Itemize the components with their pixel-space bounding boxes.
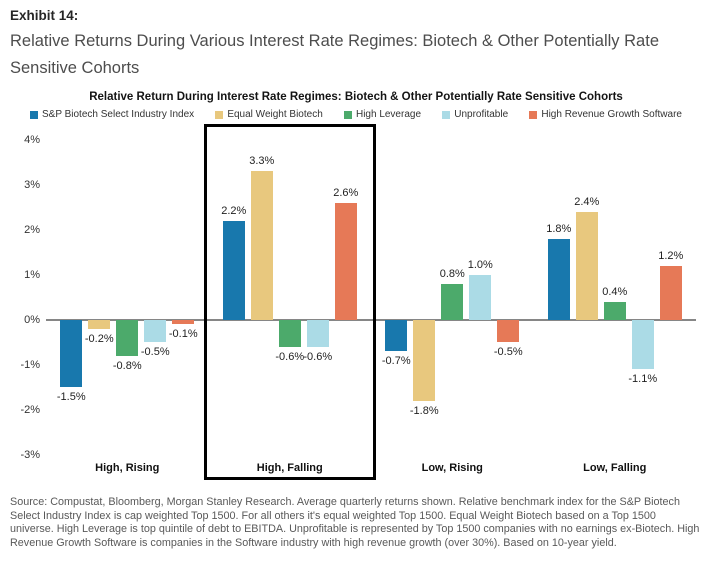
bar-high-revenue-growth-software-1 <box>334 202 357 320</box>
bar-unprofitable-1 <box>306 319 329 347</box>
document-subtitle: Relative Returns During Various Interest… <box>10 32 659 77</box>
bar-high-revenue-growth-software-2 <box>497 319 520 343</box>
bar-value-label: -0.6% <box>303 350 333 363</box>
exhibit-label: Exhibit 14: <box>10 8 79 23</box>
category-label-0: High, Rising <box>95 462 160 474</box>
legend-swatch-icon <box>30 110 38 119</box>
bar-s-p-biotech-select-industry-index-0 <box>60 319 83 388</box>
legend-item-label: Unprofitable <box>454 109 509 120</box>
chart: Relative Return During Interest Rate Reg… <box>0 91 712 484</box>
y-axis-tick-label: 4% <box>24 133 40 146</box>
bar-value-label: -1.8% <box>409 404 439 417</box>
document-footer: Source: Compustat, Bloomberg, Morgan Sta… <box>0 484 712 550</box>
bar-unprofitable-0 <box>144 319 167 343</box>
bar-high-leverage-1 <box>278 319 301 347</box>
legend-item-label: High Leverage <box>355 109 422 120</box>
bar-value-label: -0.8% <box>112 359 142 372</box>
bar-value-label: 0.8% <box>439 267 465 280</box>
y-axis-tick-label: -1% <box>20 358 40 371</box>
source-text: Source: Compustat, Bloomberg, Morgan Sta… <box>10 496 700 549</box>
chart-legend: S&P Biotech Select Industry Index Equal W… <box>0 109 712 120</box>
bar-s-p-biotech-select-industry-index-1 <box>222 220 245 320</box>
document-header: Exhibit 14: Relative Returns During Vari… <box>0 0 712 82</box>
legend-item-label: High Revenue Growth Software <box>541 109 682 120</box>
legend-swatch-icon <box>343 110 352 119</box>
y-axis-tick-label: 2% <box>24 223 40 236</box>
bar-high-leverage-2 <box>441 283 464 320</box>
legend-swatch-icon <box>215 110 224 119</box>
legend-swatch-icon <box>529 110 538 119</box>
bar-value-label: -0.1% <box>168 328 198 341</box>
bar-value-label: 1.8% <box>546 222 572 235</box>
y-axis-tick-label: 1% <box>24 268 40 281</box>
y-axis-tick-label: 3% <box>24 178 40 191</box>
legend-item-3: Unprofitable <box>442 109 508 120</box>
category-label-2: Low, Rising <box>421 462 483 474</box>
bar-value-label: 1.2% <box>658 249 684 262</box>
bar-s-p-biotech-select-industry-index-2 <box>385 319 408 352</box>
legend-swatch-icon <box>442 110 451 119</box>
legend-item-label: Equal Weight Biotech <box>227 109 323 120</box>
bar-s-p-biotech-select-industry-index-3 <box>547 238 570 320</box>
legend-item-2: High Leverage <box>343 109 422 120</box>
bar-high-leverage-0 <box>116 319 139 356</box>
category-label-3: Low, Falling <box>583 462 647 474</box>
bar-value-label: 2.6% <box>333 186 359 199</box>
plot-area: -1.5% 2.2% -0.7% 1.8% -0.2% 3.3% -1.8% 2.4% -0.8… <box>46 124 696 482</box>
bar-value-label: 3.3% <box>249 155 275 168</box>
bar-unprofitable-3 <box>631 319 654 370</box>
zero-axis-line <box>46 318 696 321</box>
legend-item-0: S&P Biotech Select Industry Index <box>30 109 194 120</box>
legend-item-4: High Revenue Growth Software <box>529 109 682 120</box>
bar-value-label: -0.2% <box>84 332 114 345</box>
bar-value-label: -0.5% <box>493 346 523 359</box>
bar-value-label: 0.4% <box>602 285 628 298</box>
bar-high-revenue-growth-software-3 <box>659 265 682 320</box>
bar-high-revenue-growth-software-0 <box>172 319 195 325</box>
bar-value-label: -0.5% <box>140 346 170 359</box>
bar-value-label: -0.6% <box>275 350 305 363</box>
bar-value-label: -1.5% <box>56 391 86 404</box>
chart-canvas: -1.5% 2.2% -0.7% 1.8% -0.2% 3.3% -1.8% 2.4% -0.8… <box>0 124 712 484</box>
legend-item-label: S&P Biotech Select Industry Index <box>42 109 195 120</box>
bar-value-label: 2.4% <box>574 195 600 208</box>
bar-high-leverage-3 <box>603 301 626 320</box>
y-axis-tick-label: 0% <box>24 313 40 326</box>
bar-value-label: 2.2% <box>221 204 247 217</box>
bar-value-label: -1.1% <box>628 373 658 386</box>
chart-title: Relative Return During Interest Rate Reg… <box>89 91 623 103</box>
bar-value-label: 1.0% <box>467 258 493 271</box>
bar-value-label: -0.7% <box>381 355 411 368</box>
bar-equal-weight-biotech-2 <box>413 319 436 401</box>
legend-item-1: Equal Weight Biotech <box>215 109 323 120</box>
y-axis-tick-label: -3% <box>20 448 40 461</box>
bar-equal-weight-biotech-1 <box>250 171 273 320</box>
bar-unprofitable-2 <box>469 274 492 320</box>
bar-equal-weight-biotech-0 <box>88 319 111 329</box>
y-axis-tick-label: -2% <box>20 403 40 416</box>
category-label-1: High, Falling <box>256 462 323 474</box>
bar-equal-weight-biotech-3 <box>575 211 598 320</box>
